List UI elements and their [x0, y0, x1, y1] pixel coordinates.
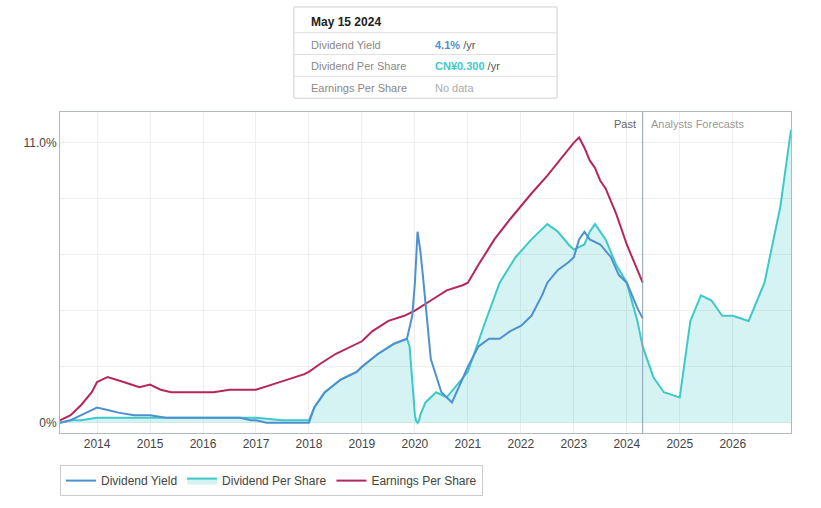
svg-text:2025: 2025	[666, 437, 693, 451]
svg-text:2020: 2020	[402, 437, 429, 451]
svg-text:Dividend Per Share: Dividend Per Share	[222, 474, 326, 488]
svg-text:11.0%: 11.0%	[23, 136, 56, 150]
svg-text:2018: 2018	[296, 437, 323, 451]
svg-text:2023: 2023	[560, 437, 587, 451]
svg-text:Earnings Per Share: Earnings Per Share	[371, 474, 476, 488]
svg-text:2015: 2015	[137, 437, 164, 451]
svg-text:Analysts Forecasts: Analysts Forecasts	[651, 118, 744, 130]
svg-text:2019: 2019	[349, 437, 376, 451]
svg-text:CN¥0.300 /yr: CN¥0.300 /yr	[435, 60, 500, 72]
svg-text:No data: No data	[435, 82, 474, 94]
svg-text:2026: 2026	[719, 437, 746, 451]
svg-text:Dividend Per Share: Dividend Per Share	[311, 60, 406, 72]
svg-text:4.1% /yr: 4.1% /yr	[435, 39, 476, 51]
svg-text:2022: 2022	[507, 437, 534, 451]
svg-text:Dividend Yield: Dividend Yield	[101, 474, 177, 488]
svg-text:Earnings Per Share: Earnings Per Share	[311, 82, 407, 94]
svg-text:2014: 2014	[84, 437, 111, 451]
svg-text:May 15 2024: May 15 2024	[311, 15, 381, 29]
svg-text:Dividend Yield: Dividend Yield	[311, 39, 381, 51]
svg-text:0%: 0%	[39, 416, 57, 430]
svg-text:2021: 2021	[455, 437, 482, 451]
svg-text:Past: Past	[614, 118, 636, 130]
svg-text:2017: 2017	[243, 437, 270, 451]
svg-text:2016: 2016	[190, 437, 217, 451]
svg-text:2024: 2024	[613, 437, 640, 451]
